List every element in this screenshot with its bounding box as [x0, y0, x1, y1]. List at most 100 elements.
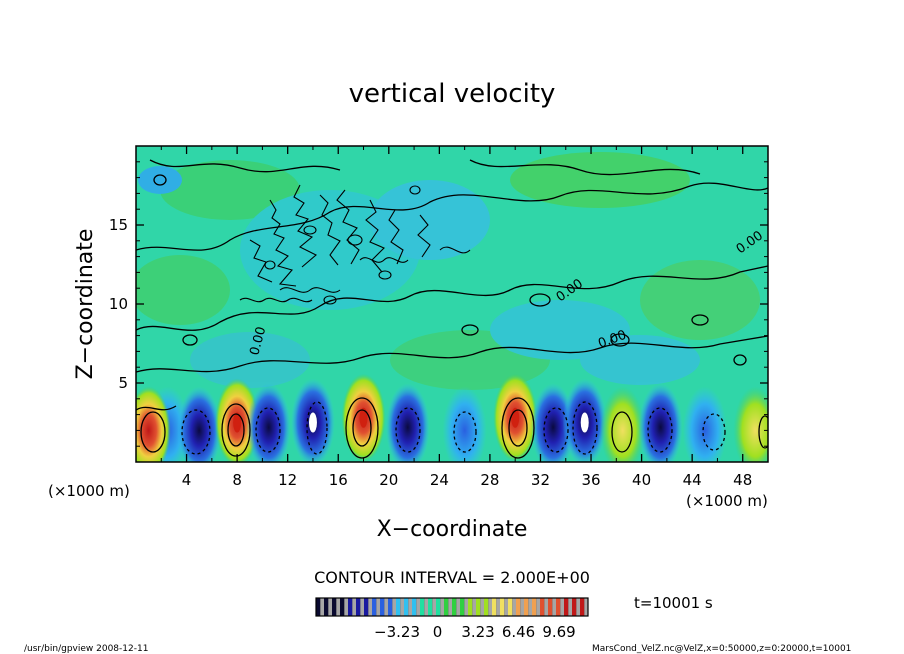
colorbar-stripe — [568, 598, 573, 616]
time-label: t=10001 s — [634, 594, 713, 612]
colorbar-stripe — [536, 598, 541, 616]
convection-cell — [442, 386, 487, 462]
colorbar-stripe — [428, 598, 433, 616]
colorbar-stripe — [412, 598, 417, 616]
colorbar-stripe — [348, 598, 353, 616]
convection-cell — [385, 383, 430, 462]
x-tick-label: 12 — [278, 471, 297, 489]
colorbar-stripes — [316, 598, 589, 616]
colorbar-stripe — [480, 598, 485, 616]
colorbar-stripe — [492, 598, 497, 616]
colorbar-stripe — [552, 598, 557, 616]
x-tick-label: 4 — [182, 471, 192, 489]
colorbar-stripe — [460, 598, 465, 616]
colorbar-stripe — [352, 598, 357, 616]
colorbar-stripe — [368, 598, 373, 616]
colorbar-stripe — [572, 598, 577, 616]
colorbar-stripe — [432, 598, 437, 616]
colorbar-stripe — [424, 598, 429, 616]
x-tick-label: 24 — [430, 471, 449, 489]
colorbar-frame — [315, 597, 589, 617]
colorbar-stripe — [324, 598, 329, 616]
colorbar-stripe — [328, 598, 333, 616]
colorbar-stripe — [320, 598, 325, 616]
colorbar-stripe — [584, 598, 589, 616]
y-tick-label: 10 — [109, 295, 128, 313]
convection-cell — [682, 386, 727, 462]
colorbar-stripe — [496, 598, 501, 616]
colorbar-stripe — [448, 598, 453, 616]
footer-left: /usr/bin/gpview 2008-12-11 — [24, 644, 148, 654]
cell-core — [580, 412, 589, 433]
colorbar-stripe — [520, 598, 525, 616]
colorbar-stripe — [464, 598, 469, 616]
colorbar-stripe — [376, 598, 381, 616]
colorbar-stripe — [468, 598, 473, 616]
colorbar-tick-label: 6.46 — [502, 623, 535, 641]
x-tick-label: 20 — [379, 471, 398, 489]
convection-cell — [246, 383, 291, 462]
colorbar-tick-label: −3.23 — [374, 623, 420, 641]
colorbar-stripe — [532, 598, 537, 616]
colorbar-stripe — [360, 598, 365, 616]
x-tick-label: 32 — [531, 471, 550, 489]
colorbar-stripe — [508, 598, 513, 616]
x-unit-left: (×1000 m) — [48, 482, 130, 500]
colorbar-stripe — [392, 598, 397, 616]
x-axis-label: X−coordinate — [377, 517, 528, 542]
colorbar-stripe — [580, 598, 585, 616]
colorbar-tick-label: 3.23 — [461, 623, 494, 641]
x-tick-label: 44 — [683, 471, 702, 489]
colorbar-stripe — [420, 598, 425, 616]
colorbar-stripe — [400, 598, 405, 616]
colorbar-stripe — [528, 598, 533, 616]
colorbar-stripe — [456, 598, 461, 616]
cell-core — [233, 412, 242, 433]
colorbar-stripe — [444, 598, 449, 616]
x-axis: 4 8 12 16 20 24 28 32 36 40 44 48 — [160, 146, 752, 489]
contour-label: 0.00 — [247, 325, 269, 357]
colorbar-tick-label: 0 — [433, 623, 443, 641]
colorbar-stripe — [364, 598, 369, 616]
colorbar-labels: −3.23 0 3.23 6.46 9.69 — [374, 623, 576, 641]
colorbar-stripe — [500, 598, 505, 616]
convection-cell — [638, 383, 683, 462]
colorbar-stripe — [316, 598, 321, 616]
y-axis-label: Z−coordinate — [73, 229, 98, 380]
colorbar-stripe — [564, 598, 569, 616]
plot-area: 0.00 0.00 0.00 0.00 — [136, 146, 768, 462]
x-tick-label: 16 — [329, 471, 348, 489]
colorbar-stripe — [512, 598, 517, 616]
colorbar-stripe — [524, 598, 529, 616]
colorbar-stripe — [452, 598, 457, 616]
convection-cell — [600, 386, 645, 462]
colorbar-stripe — [440, 598, 445, 616]
colorbar-stripe — [416, 598, 421, 616]
contour-lines — [136, 159, 768, 459]
convection-cell — [531, 383, 576, 462]
y-tick-label: 5 — [118, 374, 128, 392]
colorbar-stripe — [436, 598, 441, 616]
colorbar-stripe — [332, 598, 337, 616]
colorbar-stripe — [548, 598, 553, 616]
x-tick-label: 28 — [480, 471, 499, 489]
cell-core — [308, 412, 317, 433]
colorbar-stripe — [472, 598, 477, 616]
colorbar-stripe — [408, 598, 413, 616]
colorbar-stripe — [340, 598, 345, 616]
field-texture — [136, 152, 760, 390]
chart-title: vertical velocity — [349, 79, 556, 109]
convection-cells — [136, 373, 768, 462]
colorbar-stripe — [560, 598, 565, 616]
x-tick-label: 36 — [581, 471, 600, 489]
colorbar-stripe — [380, 598, 385, 616]
colorbar-stripe — [372, 598, 377, 616]
colorbar: −3.23 0 3.23 6.46 9.69 — [315, 597, 589, 641]
colorbar-stripe — [404, 598, 409, 616]
y-axis: 5 10 15 — [109, 161, 768, 447]
footer-right: MarsCond_VelZ.nc@VelZ,x=0:50000,z=0:2000… — [592, 644, 851, 654]
colorbar-stripe — [344, 598, 349, 616]
cell-core — [359, 407, 368, 428]
x-unit-right: (×1000 m) — [686, 492, 768, 510]
